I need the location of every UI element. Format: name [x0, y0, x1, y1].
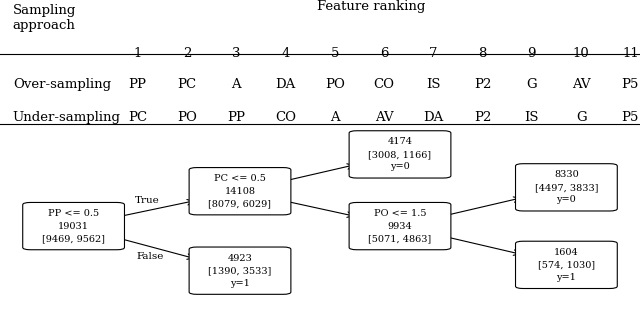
Text: PP: PP [129, 78, 147, 90]
FancyBboxPatch shape [516, 241, 617, 288]
Text: 4174
[3008, 1166]
y=0: 4174 [3008, 1166] y=0 [369, 137, 431, 172]
Text: Sampling
approach: Sampling approach [13, 4, 76, 32]
Text: 9: 9 [527, 47, 536, 59]
Text: 1604
[574, 1030]
y=1: 1604 [574, 1030] y=1 [538, 248, 595, 282]
Text: PO: PO [177, 111, 197, 124]
Text: 1: 1 [133, 47, 142, 59]
FancyBboxPatch shape [189, 168, 291, 215]
FancyBboxPatch shape [349, 203, 451, 250]
FancyBboxPatch shape [23, 203, 124, 250]
Text: 6: 6 [380, 47, 388, 59]
Text: CO: CO [275, 111, 296, 124]
Text: P5: P5 [621, 78, 639, 90]
Text: 8: 8 [478, 47, 487, 59]
Text: A: A [330, 111, 340, 124]
Text: CO: CO [374, 78, 394, 90]
Text: 4923
[1390, 3533]
y=1: 4923 [1390, 3533] y=1 [208, 254, 272, 288]
Text: 7: 7 [429, 47, 438, 59]
Text: DA: DA [423, 111, 444, 124]
Text: P2: P2 [474, 111, 492, 124]
Text: PC: PC [128, 111, 147, 124]
Text: PO <= 1.5
9934
[5071, 4863]: PO <= 1.5 9934 [5071, 4863] [369, 209, 431, 243]
Text: AV: AV [374, 111, 394, 124]
Text: PO: PO [324, 78, 345, 90]
Text: 10: 10 [573, 47, 589, 59]
Text: A: A [231, 78, 241, 90]
Text: 5: 5 [330, 47, 339, 59]
Text: Feature ranking: Feature ranking [317, 0, 426, 13]
FancyBboxPatch shape [189, 247, 291, 294]
Text: PC <= 0.5
14108
[8079, 6029]: PC <= 0.5 14108 [8079, 6029] [209, 174, 271, 208]
Text: G: G [527, 78, 537, 90]
Text: 2: 2 [182, 47, 191, 59]
Text: False: False [137, 252, 164, 261]
Text: 3: 3 [232, 47, 241, 59]
Text: Under-sampling: Under-sampling [13, 111, 121, 124]
Text: 8330
[4497, 3833]
y=0: 8330 [4497, 3833] y=0 [534, 170, 598, 204]
Text: DA: DA [275, 78, 296, 90]
Text: IS: IS [525, 111, 539, 124]
Text: IS: IS [426, 78, 440, 90]
Text: PC: PC [177, 78, 196, 90]
Text: 4: 4 [281, 47, 290, 59]
Text: P2: P2 [474, 78, 492, 90]
FancyBboxPatch shape [349, 131, 451, 178]
Text: PP <= 0.5
19031
[9469, 9562]: PP <= 0.5 19031 [9469, 9562] [42, 209, 105, 243]
Text: True: True [135, 196, 159, 205]
Text: AV: AV [572, 78, 591, 90]
Text: P5: P5 [621, 111, 639, 124]
FancyBboxPatch shape [516, 164, 617, 211]
Text: PP: PP [227, 111, 245, 124]
Text: 11: 11 [622, 47, 639, 59]
Text: G: G [576, 111, 586, 124]
Text: Over-sampling: Over-sampling [13, 78, 111, 90]
